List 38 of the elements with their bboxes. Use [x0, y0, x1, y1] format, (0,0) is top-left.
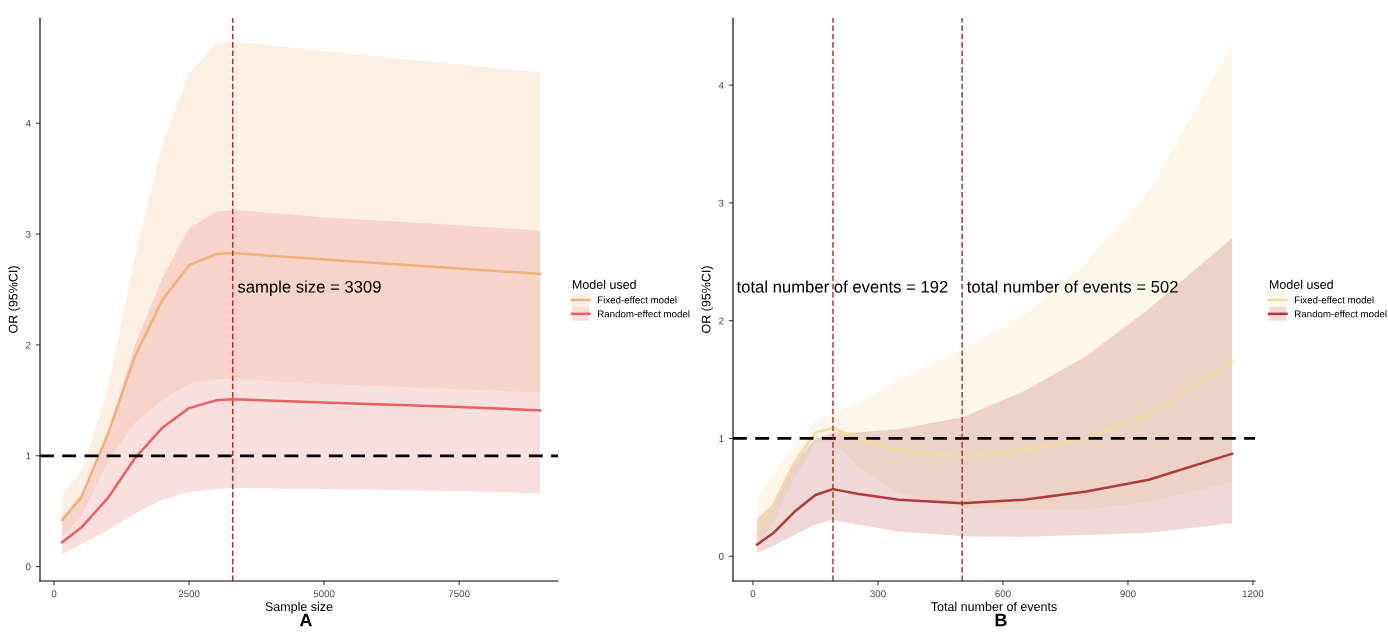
line-series [755, 452, 1234, 546]
line-series [60, 251, 542, 522]
y-axis-title: OR (95%CI) [701, 266, 713, 333]
x-tick-label: 7500 [448, 590, 470, 598]
x-tick-label: 0 [51, 590, 57, 598]
y-tick-label: 3 [718, 199, 724, 207]
legend-label: Fixed-effect model [598, 296, 677, 304]
legend-label: Fixed-effect model [1295, 296, 1374, 304]
y-tick-label: 0 [718, 553, 724, 560]
x-tick-label: 600 [995, 590, 1011, 598]
x-tick-label: 900 [1120, 590, 1136, 598]
legend-title: Model used [572, 279, 636, 289]
x-tick-label: 5000 [313, 590, 335, 598]
text: A [299, 613, 312, 627]
x-tick-label: 1200 [1242, 590, 1264, 598]
x-axis-title: Sample size [265, 601, 333, 614]
y-tick-label: 1 [26, 452, 31, 460]
line-series [60, 397, 542, 544]
x-tick-label: 0 [750, 590, 756, 598]
line-series [755, 360, 1234, 534]
ref-line-label: total number of events = 192 [736, 280, 948, 293]
legend-title: Model used [1270, 279, 1333, 289]
y-tick-label: 4 [718, 81, 724, 89]
x-tick-label: 2500 [178, 590, 200, 598]
y-axis-title: OR (95%CI) [8, 266, 20, 333]
x-axis-title: Total number of events [931, 601, 1057, 612]
legend-label: Random-effect model [598, 310, 690, 318]
legend-label: Random-effect model [1295, 310, 1387, 318]
ref-line-label: sample size = 3309 [237, 280, 381, 297]
y-tick-label: 4 [25, 120, 31, 127]
x-tick-label: 300 [870, 590, 886, 598]
y-tick-label: 0 [25, 563, 31, 571]
ref-line-label: total number of events = 502 [967, 280, 1178, 293]
y-tick-label: 1 [719, 435, 724, 443]
y-tick-label: 3 [25, 230, 31, 238]
y-tick-label: 2 [719, 317, 724, 325]
text: B [995, 613, 1007, 627]
y-tick-label: 2 [26, 341, 31, 349]
